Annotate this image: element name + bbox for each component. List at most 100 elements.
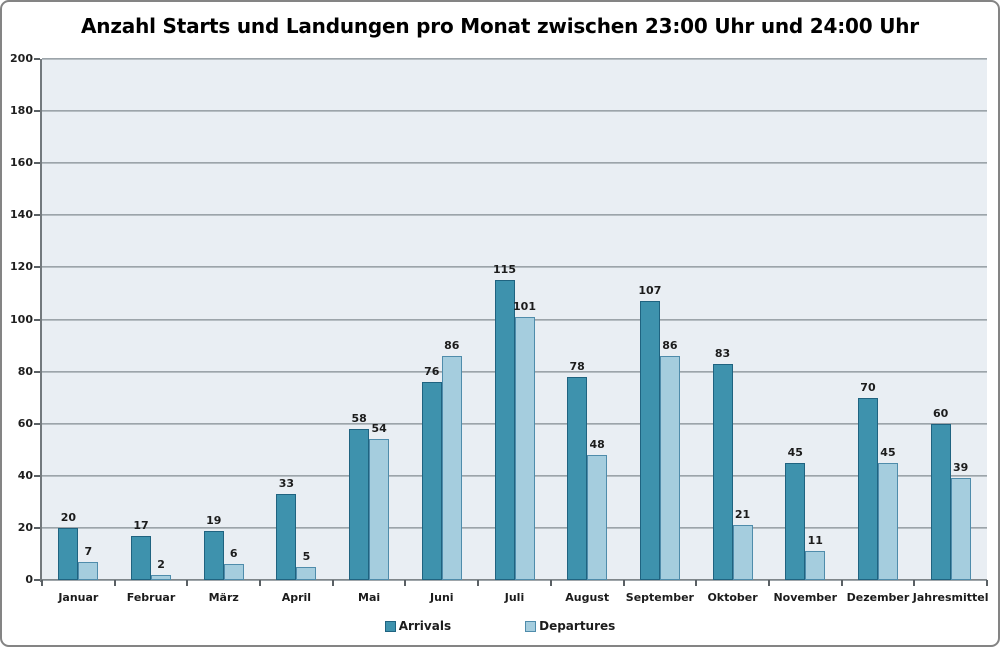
x-axis-tick [477,580,480,586]
y-axis-label: 40 [17,468,33,482]
bar-departures-juli [514,317,535,580]
bar-value-label-arrivals-jahresmittel: 60 [932,407,949,420]
x-axis-label-oktober: Oktober [707,591,758,604]
y-axis-tick [34,422,40,425]
x-axis-tick [986,580,988,586]
bar-value-label-arrivals-oktober: 83 [714,347,731,360]
x-axis-tick [767,580,770,586]
gridline-140 [42,214,987,217]
bar-arrivals-oktober [712,364,733,580]
x-axis-tick [549,580,552,586]
bar-departures-oktober [732,525,753,580]
bar-departures-m-rz [223,564,244,580]
bar-arrivals-juli [494,280,515,580]
bar-departures-dezember [877,463,898,580]
bar-arrivals-mai [349,429,370,580]
x-axis-tick [695,580,698,586]
x-axis-label-september: September [625,591,694,604]
chart-title: Anzahl Starts und Landungen pro Monat zw… [81,14,919,38]
bar-value-label-departures-m-rz: 6 [229,547,238,560]
bar-arrivals-jahresmittel [930,424,951,580]
x-axis-tick [259,580,262,586]
y-axis-tick [34,110,40,113]
bar-value-label-arrivals-april: 33 [278,477,295,490]
bar-value-label-departures-juli: 101 [513,300,536,313]
bar-value-label-arrivals-september: 107 [638,284,662,297]
y-axis-label: 120 [10,260,33,274]
x-axis-label-juli: Juli [504,591,525,604]
bar-value-label-departures-dezember: 45 [880,446,896,459]
bar-arrivals-august [567,377,588,580]
bar-departures-september [659,356,680,580]
y-axis-label: 80 [17,364,33,378]
x-axis-label-november: November [773,591,838,604]
bar-arrivals-juni [421,382,442,580]
bar-value-label-departures-februar: 2 [157,558,165,571]
y-axis-label: 60 [17,416,33,430]
legend-swatch-arrivals [384,620,396,632]
bar-arrivals-april [276,494,297,580]
bar-value-label-departures-april: 5 [302,550,311,563]
plot-area: 0 20 40 60 80 100 120 140 160 180 200 20 7 Januar 17 2 F… [10,52,988,604]
x-axis-tick [404,580,407,586]
bar-value-label-arrivals-mai: 58 [351,412,367,425]
bar-value-label-arrivals-januar: 20 [60,511,76,524]
y-axis-tick [34,58,40,60]
gridline-180 [42,110,987,113]
y-axis-tick [34,318,40,321]
x-axis-tick [113,580,116,586]
bar-value-label-departures-august: 48 [589,438,605,451]
bar-departures-april [296,567,317,580]
x-axis-label-august: August [565,591,610,604]
bar-departures-august [587,455,608,580]
y-axis-line [40,59,42,582]
y-axis-tick [34,579,40,581]
x-axis-tick [331,580,334,586]
legend: Arrivals Departures [2,619,998,633]
x-axis-label-jahresmittel: Jahresmittel [912,591,989,604]
bar-arrivals-november [785,463,806,580]
y-axis-tick [34,474,40,477]
gridline-200 [42,58,987,60]
x-axis-label-april: April [281,591,312,604]
x-axis-label-m-rz: März [208,591,239,604]
bar-arrivals-dezember [857,398,878,580]
bar-value-label-departures-jahresmittel: 39 [952,461,969,474]
bar-departures-januar [78,562,99,580]
y-axis-label: 0 [25,573,33,586]
x-axis-tick [41,580,43,586]
bar-value-label-arrivals-november: 45 [787,446,803,459]
bar-value-label-departures-mai: 54 [371,422,387,435]
bar-value-label-departures-januar: 7 [84,545,93,558]
x-axis-tick [840,580,843,586]
x-axis-tick [913,580,916,586]
bar-arrivals-februar [131,536,152,580]
bar-departures-juni [441,356,462,580]
legend-item-arrivals: Arrivals [384,619,452,633]
y-axis-label: 180 [10,104,33,118]
bar-value-label-departures-november: 11 [807,534,823,547]
bar-departures-jahresmittel [950,478,971,580]
x-axis-label-mai: Mai [358,591,381,604]
x-axis-label-februar: Februar [126,591,176,604]
bar-value-label-arrivals-februar: 17 [133,519,149,532]
y-axis-label: 100 [10,312,33,326]
legend-item-departures: Departures [525,619,615,633]
bar-departures-februar [151,575,172,580]
x-axis-label-dezember: Dezember [846,591,910,604]
y-axis-tick [34,214,40,217]
gridline-0 [42,579,987,581]
bar-arrivals-september [639,301,660,580]
x-axis-tick [186,580,189,586]
y-axis-label: 140 [10,208,33,222]
y-axis-tick [34,266,40,269]
y-axis-tick [34,162,40,165]
legend-label-arrivals: Arrivals [398,619,452,633]
legend-label-departures: Departures [539,619,616,633]
bar-value-label-departures-juni: 86 [444,339,460,352]
bar-arrivals-m-rz [203,531,224,580]
bar-value-label-departures-september: 86 [662,339,678,352]
x-axis-label-juni: Juni [430,591,454,604]
bar-value-label-arrivals-juli: 115 [493,263,516,276]
